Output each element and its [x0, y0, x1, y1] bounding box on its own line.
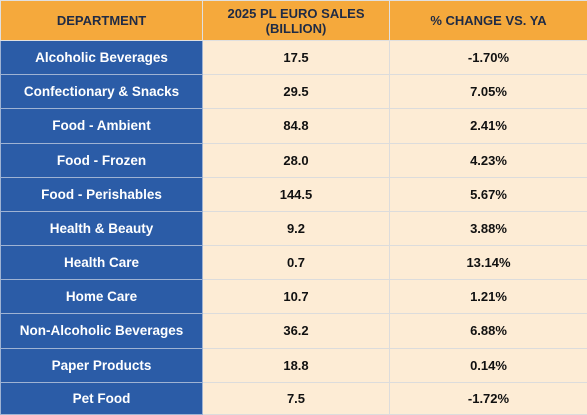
department-cell: Paper Products [0, 347, 203, 383]
table-row: Food - Ambient 84.8 2.41% [0, 108, 587, 144]
sales-cell: 17.5 [202, 39, 390, 76]
change-cell: 4.23% [389, 142, 587, 178]
change-cell: -1.72% [389, 381, 587, 415]
sales-cell: 28.0 [202, 142, 390, 178]
department-cell: Non-Alcoholic Beverages [0, 313, 203, 349]
table-row: Paper Products 18.8 0.14% [0, 347, 587, 383]
change-cell: 7.05% [389, 74, 587, 110]
table-row: Non-Alcoholic Beverages 36.2 6.88% [0, 313, 587, 349]
sales-cell: 0.7 [202, 245, 390, 281]
table-row: Health & Beauty 9.2 3.88% [0, 210, 587, 247]
table-row: Food - Frozen 28.0 4.23% [0, 142, 587, 178]
header-sales-line1: 2025 PL EURO SALES [227, 5, 365, 21]
sales-cell: 10.7 [202, 279, 390, 315]
department-cell: Health Care [0, 245, 203, 281]
department-cell: Food - Frozen [0, 142, 203, 178]
department-cell: Food - Perishables [0, 176, 203, 212]
change-cell: 0.14% [389, 347, 587, 383]
sales-cell: 18.8 [202, 347, 390, 383]
change-cell: 1.21% [389, 279, 587, 315]
change-cell: -1.70% [389, 39, 587, 76]
sales-cell: 29.5 [202, 74, 390, 110]
sales-cell: 9.2 [202, 210, 390, 247]
change-cell: 5.67% [389, 176, 587, 212]
department-cell: Home Care [0, 279, 203, 315]
table-row: Food - Perishables 144.5 5.67% [0, 176, 587, 212]
change-cell: 13.14% [389, 245, 587, 281]
department-cell: Confectionary & Snacks [0, 74, 203, 110]
department-cell: Health & Beauty [0, 210, 203, 247]
table-row: Health Care 0.7 13.14% [0, 245, 587, 281]
sales-cell: 36.2 [202, 313, 390, 349]
sales-cell: 84.8 [202, 108, 390, 144]
header-department: DEPARTMENT [0, 0, 203, 41]
change-cell: 6.88% [389, 313, 587, 349]
change-cell: 3.88% [389, 210, 587, 247]
table-header-row: DEPARTMENT 2025 PL EURO SALES (BILLION) … [0, 0, 587, 41]
header-sales-line2: (BILLION) [265, 20, 327, 36]
header-sales: 2025 PL EURO SALES (BILLION) [202, 0, 390, 41]
sales-cell: 144.5 [202, 176, 390, 212]
change-cell: 2.41% [389, 108, 587, 144]
department-cell: Pet Food [0, 381, 203, 415]
table-row: Home Care 10.7 1.21% [0, 279, 587, 315]
table-row: Pet Food 7.5 -1.72% [0, 381, 587, 415]
table-row: Confectionary & Snacks 29.5 7.05% [0, 74, 587, 110]
sales-cell: 7.5 [202, 381, 390, 415]
department-cell: Food - Ambient [0, 108, 203, 144]
department-cell: Alcoholic Beverages [0, 39, 203, 76]
table-row: Alcoholic Beverages 17.5 -1.70% [0, 39, 587, 76]
header-change: % CHANGE VS. YA [389, 0, 587, 41]
